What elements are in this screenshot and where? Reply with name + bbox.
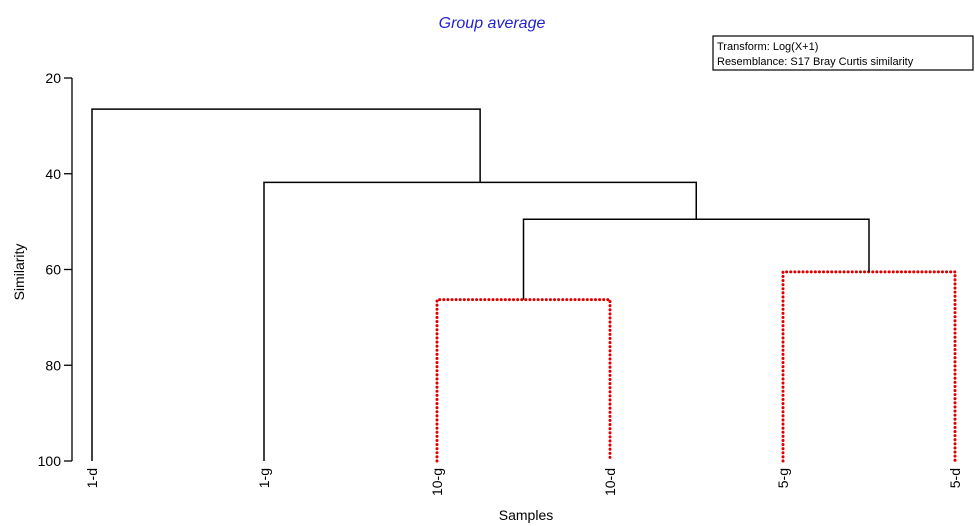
cluster-branch [263,181,697,461]
y-tick-label: 40 [45,166,61,182]
leaf-label: 5-g [775,468,791,488]
y-tick-label: 20 [45,70,61,86]
dendrogram-branches [91,108,957,463]
y-tick-label: 80 [45,357,61,373]
info-box: Transform: Log(X+1) Resemblance: S17 Bra… [712,35,974,71]
leaf-label: 1-g [256,468,272,488]
cluster-branch [522,218,870,300]
y-tick-label: 60 [45,262,61,278]
cluster-branch-dotted [435,298,612,463]
info-box-frame [712,35,974,71]
leaf-label: 5-d [947,468,963,488]
y-axis-title: Similarity [11,244,27,301]
x-axis-title: Samples [499,507,553,523]
leaf-label: 1-d [84,468,100,488]
cluster-branch-dotted [781,270,957,463]
x-axis: 1-d 1-g 10-g 10-d 5-g 5-d [84,468,963,496]
info-transform: Transform: Log(X+1) [717,41,818,53]
leaf-label: 10-d [602,468,618,496]
y-tick-label: 100 [38,453,62,469]
cluster-branch [91,108,481,461]
chart-title: Group average [439,15,546,32]
leaf-label: 10-g [429,468,445,496]
info-resemblance: Resemblance: S17 Bray Curtis similarity [717,56,914,68]
y-axis: 20 40 60 80 100 [38,70,73,469]
